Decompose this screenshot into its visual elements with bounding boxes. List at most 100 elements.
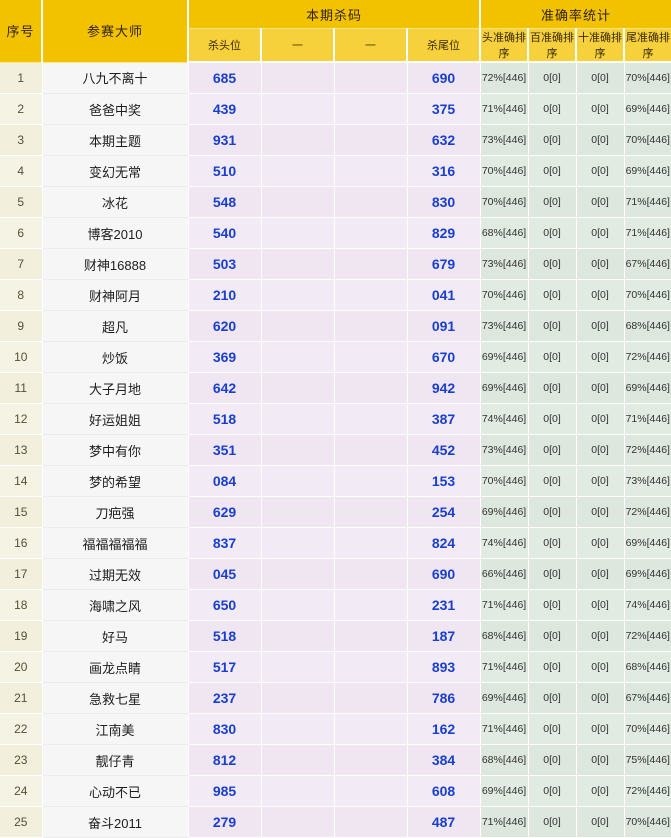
accuracy-tail-value: 67%[446] [624,248,671,280]
master-name[interactable]: 福福福福福 [42,527,189,559]
master-name[interactable]: 梦中有你 [42,434,189,466]
kill-dash-1-value [261,124,335,156]
accuracy-head-value: 70%[446] [480,279,529,311]
kill-dash-2-value [334,186,408,218]
master-name[interactable]: 炒饭 [42,341,189,373]
accuracy-ten-value: 0[0] [576,341,625,373]
accuracy-tail-value: 70%[446] [624,806,671,838]
accuracy-ten-value: 0[0] [576,93,625,125]
accuracy-tail-value: 73%[446] [624,465,671,497]
accuracy-hundred-value: 0[0] [528,248,577,280]
master-name[interactable]: 财神阿月 [42,279,189,311]
accuracy-ten-value: 0[0] [576,527,625,559]
master-name[interactable]: 冰花 [42,186,189,218]
master-name[interactable]: 超凡 [42,310,189,342]
master-name[interactable]: 爸爸中奖 [42,93,189,125]
row-index: 8 [0,279,43,311]
kill-dash-1-value [261,682,335,714]
accuracy-tail-value: 70%[446] [624,62,671,94]
accuracy-ten-value: 0[0] [576,744,625,776]
row-index: 2 [0,93,43,125]
kill-dash-2-value [334,434,408,466]
kill-dash-1-value [261,806,335,838]
master-name[interactable]: 刀疤强 [42,496,189,528]
table-row: 21 急救七星 237 786 69%[446] 0[0] 0[0] 67%[446] [0,682,671,714]
master-name[interactable]: 大子月地 [42,372,189,404]
row-index: 16 [0,527,43,559]
kill-head-value: 931 [188,124,262,156]
accuracy-hundred-value: 0[0] [528,620,577,652]
kill-head-value: 518 [188,620,262,652]
master-name[interactable]: 画龙点睛 [42,651,189,683]
master-name[interactable]: 奋斗2011 [42,806,189,838]
kill-tail-value: 187 [407,620,481,652]
accuracy-head-value: 74%[446] [480,527,529,559]
kill-dash-1-value [261,341,335,373]
table-row: 20 画龙点睛 517 893 71%[446] 0[0] 0[0] 68%[446] [0,651,671,683]
accuracy-head-value: 71%[446] [480,806,529,838]
accuracy-hundred-value: 0[0] [528,434,577,466]
accuracy-head-value: 73%[446] [480,124,529,156]
kill-dash-1-value [261,217,335,249]
accuracy-hundred-value: 0[0] [528,124,577,156]
kill-dash-1-value [261,279,335,311]
master-name[interactable]: 博客2010 [42,217,189,249]
table-row: 13 梦中有你 351 452 73%[446] 0[0] 0[0] 72%[446] [0,434,671,466]
accuracy-ten-value: 0[0] [576,62,625,94]
header-accuracy-hundred-rank: 百准确排序 [528,28,578,63]
kill-head-value: 837 [188,527,262,559]
table-row: 4 变幻无常 510 316 70%[446] 0[0] 0[0] 69%[446] [0,155,671,187]
kill-tail-value: 375 [407,93,481,125]
accuracy-ten-value: 0[0] [576,620,625,652]
accuracy-head-value: 71%[446] [480,713,529,745]
kill-dash-2-value [334,558,408,590]
master-name[interactable]: 梦的希望 [42,465,189,497]
kill-tail-value: 316 [407,155,481,187]
kill-dash-2-value [334,155,408,187]
table-row: 12 好运姐姐 518 387 74%[446] 0[0] 0[0] 71%[446] [0,403,671,435]
table-row: 1 八九不离十 685 690 72%[446] 0[0] 0[0] 70%[446] [0,62,671,94]
accuracy-head-value: 71%[446] [480,93,529,125]
kill-tail-value: 452 [407,434,481,466]
accuracy-hundred-value: 0[0] [528,465,577,497]
kill-head-value: 503 [188,248,262,280]
kill-dash-1-value [261,620,335,652]
row-index: 14 [0,465,43,497]
accuracy-ten-value: 0[0] [576,372,625,404]
kill-dash-1-value [261,310,335,342]
accuracy-hundred-value: 0[0] [528,589,577,621]
master-name[interactable]: 海啸之风 [42,589,189,621]
kill-dash-1-value [261,775,335,807]
accuracy-tail-value: 71%[446] [624,217,671,249]
accuracy-tail-value: 72%[446] [624,620,671,652]
kill-tail-value: 830 [407,186,481,218]
kill-dash-2-value [334,589,408,621]
master-name[interactable]: 急救七星 [42,682,189,714]
master-name[interactable]: 好运姐姐 [42,403,189,435]
accuracy-tail-value: 69%[446] [624,372,671,404]
accuracy-tail-value: 72%[446] [624,434,671,466]
header-group-kill-code: 本期杀码 [188,0,482,29]
master-name[interactable]: 财神16888 [42,248,189,280]
accuracy-hundred-value: 0[0] [528,186,577,218]
kill-dash-1-value [261,558,335,590]
table-row: 11 大子月地 642 942 69%[446] 0[0] 0[0] 69%[446] [0,372,671,404]
kill-dash-2-value [334,651,408,683]
master-name[interactable]: 八九不离十 [42,62,189,94]
header-kill-dash-2: 一 [334,28,408,63]
master-name[interactable]: 好马 [42,620,189,652]
accuracy-hundred-value: 0[0] [528,496,577,528]
master-name[interactable]: 靓仔青 [42,744,189,776]
master-name[interactable]: 变幻无常 [42,155,189,187]
master-name[interactable]: 心动不已 [42,775,189,807]
accuracy-head-value: 68%[446] [480,744,529,776]
accuracy-tail-value: 72%[446] [624,496,671,528]
master-name[interactable]: 本期主题 [42,124,189,156]
accuracy-tail-value: 69%[446] [624,558,671,590]
master-name[interactable]: 江南美 [42,713,189,745]
kill-head-value: 210 [188,279,262,311]
row-index: 21 [0,682,43,714]
accuracy-ten-value: 0[0] [576,155,625,187]
kill-dash-1-value [261,155,335,187]
master-name[interactable]: 过期无效 [42,558,189,590]
